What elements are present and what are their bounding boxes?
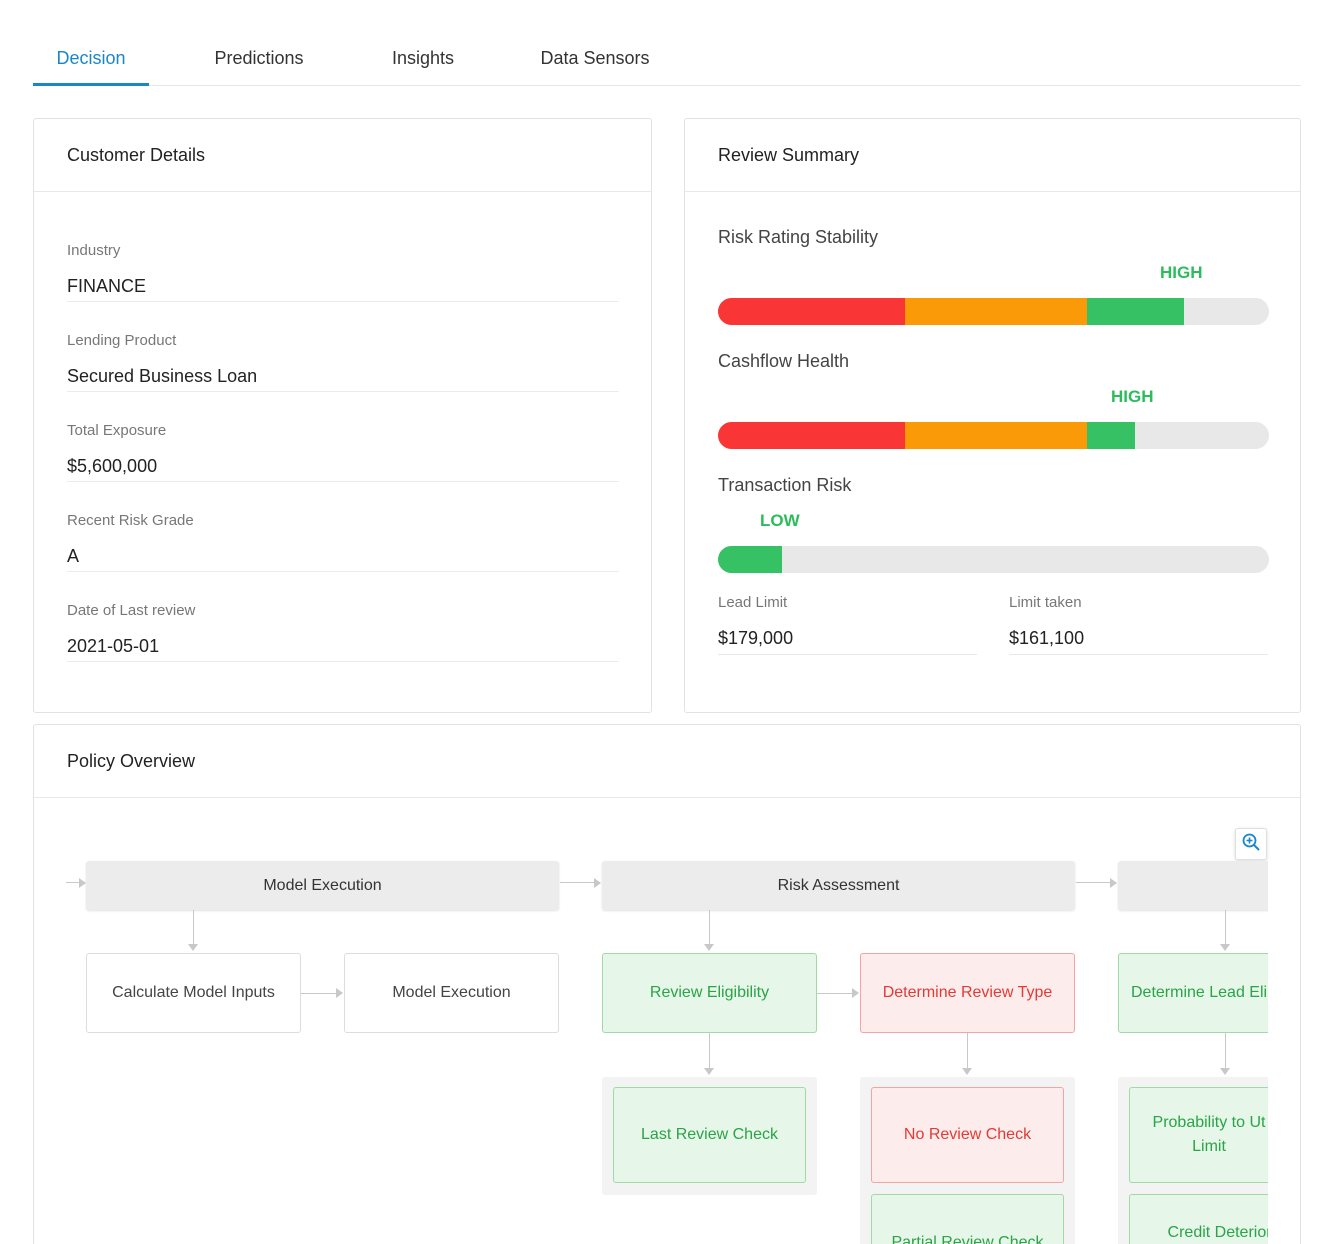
connector <box>1225 1033 1226 1069</box>
connector-arrow <box>336 988 343 998</box>
tab-data-sensors[interactable]: Data Sensors <box>540 48 650 68</box>
connector-arrow <box>962 1068 972 1075</box>
connector-arrow <box>852 988 859 998</box>
tab-decision[interactable]: Decision <box>33 30 149 86</box>
node-determine-review-type[interactable]: Determine Review Type <box>860 953 1075 1033</box>
tab-predictions[interactable]: Predictions <box>214 48 304 68</box>
metric-label-risk-rating: Risk Rating Stability <box>718 227 879 247</box>
policy-flow-diagram: Model Execution Risk Assessment Calculat… <box>34 855 1268 1244</box>
lead-limit-value: $179,000 <box>718 628 794 648</box>
field-total-exposure: Total Exposure $5,600,000 <box>67 392 619 482</box>
node-determine-lead-eligibility[interactable]: Determine Lead Eli <box>1118 953 1268 1033</box>
stage-third[interactable] <box>1118 861 1268 910</box>
bar-segment-red <box>718 422 906 449</box>
bar-segment-green <box>1087 422 1135 449</box>
field-label: Date of Last review <box>67 602 196 619</box>
limit-taken: Limit taken $161,100 <box>1009 594 1268 655</box>
review-summary-title: Review Summary <box>685 119 1300 192</box>
node-review-eligibility[interactable]: Review Eligibility <box>602 953 817 1033</box>
tab-insights[interactable]: Insights <box>391 48 455 68</box>
connector-arrow <box>79 878 86 888</box>
risk-rating-bar <box>718 298 1269 325</box>
cashflow-bar <box>718 422 1269 449</box>
field-label: Lending Product <box>67 332 177 349</box>
connector <box>560 882 596 883</box>
customer-details-title: Customer Details <box>34 119 651 192</box>
connector <box>1076 882 1112 883</box>
limit-taken-label: Limit taken <box>1009 594 1082 611</box>
customer-details-card: Customer Details Industry FINANCE Lendin… <box>33 118 652 713</box>
node-partial-review-check[interactable]: Partial Review Check <box>871 1194 1064 1244</box>
field-value: A <box>67 546 80 566</box>
connector <box>709 1033 710 1069</box>
lead-limit: Lead Limit $179,000 <box>718 594 977 655</box>
connector <box>709 910 710 945</box>
field-label: Industry <box>67 242 121 259</box>
field-recent-risk-grade: Recent Risk Grade A <box>67 482 619 572</box>
metric-label-transaction: Transaction Risk <box>718 475 852 495</box>
node-no-review-check[interactable]: No Review Check <box>871 1087 1064 1183</box>
metric-level-risk-rating: HIGH <box>1160 263 1203 282</box>
connector-arrow <box>1110 878 1117 888</box>
bar-segment-green <box>718 546 782 573</box>
field-value: 2021-05-01 <box>67 636 160 656</box>
metric-level-cashflow: HIGH <box>1111 387 1154 406</box>
zoom-in-button[interactable] <box>1235 828 1267 860</box>
bar-segment-green <box>1087 298 1185 325</box>
connector <box>193 910 194 945</box>
node-credit-deterioration[interactable]: Credit Deteriora <box>1129 1194 1268 1244</box>
connector-arrow <box>594 878 601 888</box>
connector-arrow <box>704 1068 714 1075</box>
stage-model-execution[interactable]: Model Execution <box>86 861 559 910</box>
connector-arrow <box>704 944 714 951</box>
connector <box>967 1033 968 1069</box>
field-lending-product: Lending Product Secured Business Loan <box>67 302 619 392</box>
field-value: $5,600,000 <box>67 456 158 476</box>
connector-arrow <box>1220 1068 1230 1075</box>
transaction-bar <box>718 546 1269 573</box>
node-probability-to-utilise-limit[interactable]: Probability to Ut Limit <box>1129 1087 1268 1183</box>
policy-overview-title: Policy Overview <box>34 725 1300 798</box>
lead-limit-label: Lead Limit <box>718 594 788 611</box>
field-date-last-review: Date of Last review 2021-05-01 <box>67 572 619 662</box>
node-last-review-check[interactable]: Last Review Check <box>613 1087 806 1183</box>
connector <box>1225 910 1226 945</box>
field-label: Total Exposure <box>67 422 167 439</box>
tab-bar: Decision Predictions Insights Data Senso… <box>33 30 1301 86</box>
connector <box>817 993 853 994</box>
zoom-in-icon <box>1241 832 1261 857</box>
bar-segment-red <box>718 298 906 325</box>
field-value: FINANCE <box>67 276 147 296</box>
limit-taken-value: $161,100 <box>1009 628 1085 648</box>
field-label: Recent Risk Grade <box>67 512 194 529</box>
metric-label-cashflow: Cashflow Health <box>718 351 850 371</box>
review-summary-card: Review Summary Risk Rating Stability HIG… <box>684 118 1301 713</box>
connector-arrow <box>1220 944 1230 951</box>
connector <box>66 882 80 883</box>
bar-segment-orange <box>905 298 1088 325</box>
connector-arrow <box>188 944 198 951</box>
stage-risk-assessment[interactable]: Risk Assessment <box>602 861 1075 910</box>
connector <box>301 993 337 994</box>
metric-level-transaction: LOW <box>760 511 800 530</box>
node-calculate-model-inputs[interactable]: Calculate Model Inputs <box>86 953 301 1033</box>
field-value: Secured Business Loan <box>67 366 258 386</box>
bar-segment-orange <box>905 422 1088 449</box>
node-model-execution[interactable]: Model Execution <box>344 953 559 1033</box>
field-industry: Industry FINANCE <box>67 212 619 302</box>
